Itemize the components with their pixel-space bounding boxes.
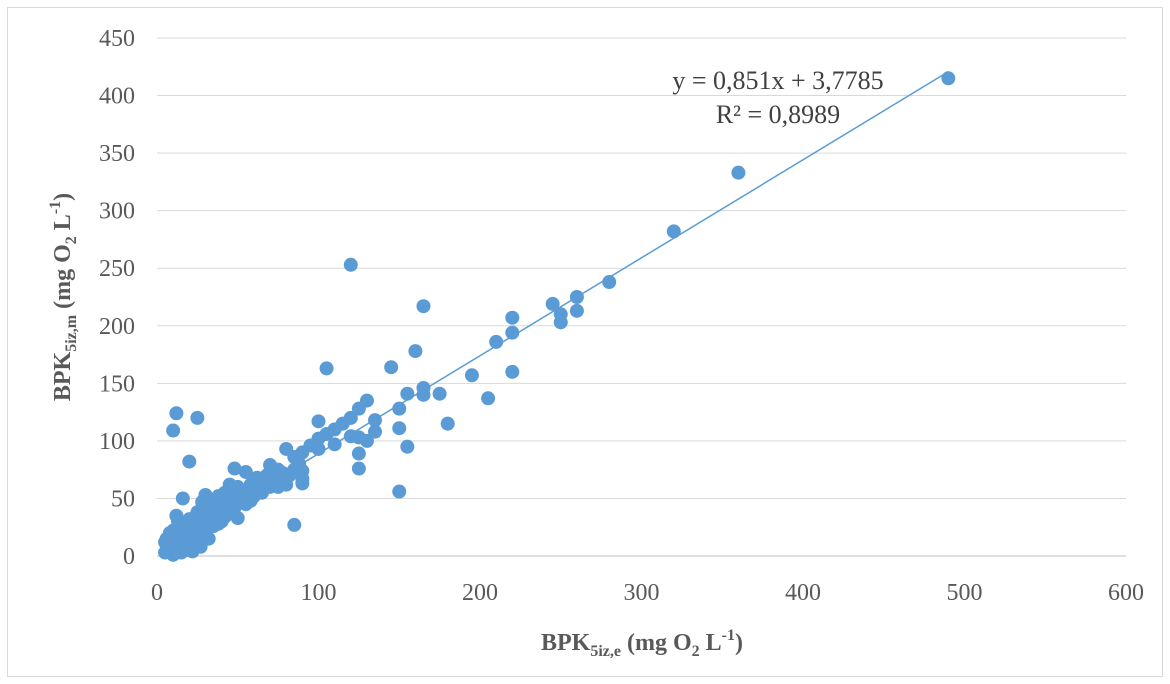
data-point xyxy=(343,257,358,272)
y-axis-title: BPK5iz,m (mg O2 L-1) xyxy=(47,193,80,401)
data-point xyxy=(569,303,584,318)
data-point xyxy=(505,364,520,379)
data-point xyxy=(351,461,366,476)
y-tick-label: 50 xyxy=(111,486,135,512)
data-point xyxy=(175,491,190,506)
y-tick-label: 350 xyxy=(99,141,135,167)
data-point xyxy=(400,439,415,454)
data-point xyxy=(185,544,200,559)
data-point xyxy=(384,360,399,375)
data-point xyxy=(666,224,681,239)
data-point xyxy=(432,386,447,401)
data-point xyxy=(174,545,189,560)
data-point xyxy=(351,446,366,461)
data-point xyxy=(227,461,242,476)
data-point xyxy=(505,325,520,340)
data-point xyxy=(238,464,253,479)
data-point xyxy=(311,414,326,429)
data-point xyxy=(392,484,407,499)
y-tick-label: 300 xyxy=(99,199,135,225)
data-point xyxy=(440,416,455,431)
data-point xyxy=(731,165,746,180)
x-tick-label: 500 xyxy=(947,580,983,606)
x-tick-label: 400 xyxy=(785,580,821,606)
x-tick-label: 200 xyxy=(462,580,498,606)
data-point xyxy=(941,71,956,86)
data-point xyxy=(169,508,184,523)
data-points xyxy=(158,71,956,562)
data-point xyxy=(182,454,197,469)
data-point xyxy=(217,509,232,524)
data-point xyxy=(166,423,181,438)
x-tick-label: 0 xyxy=(151,580,163,606)
data-point xyxy=(416,387,431,402)
data-point xyxy=(254,482,269,497)
data-point xyxy=(295,476,310,491)
data-point xyxy=(416,299,431,314)
data-point xyxy=(327,437,342,452)
data-point xyxy=(287,462,302,477)
tick-labels: 0 50 100 150 200 250 300 350 400 450 0 100 200 300 400… xyxy=(99,26,1144,606)
x-axis-title: BPK5iz,e (mg O2 L-1) xyxy=(541,627,743,660)
data-point xyxy=(400,386,415,401)
x-tick-label: 300 xyxy=(624,580,660,606)
y-tick-label: 100 xyxy=(99,429,135,455)
data-point xyxy=(279,441,294,456)
data-point xyxy=(169,406,184,421)
data-point xyxy=(368,413,383,428)
data-point xyxy=(368,424,383,439)
data-point xyxy=(392,421,407,436)
y-tick-label: 200 xyxy=(99,314,135,340)
data-point xyxy=(190,410,205,425)
trendline-equation: y = 0,851x + 3,7785 xyxy=(672,66,883,95)
data-point xyxy=(392,401,407,416)
data-point xyxy=(602,275,617,290)
data-point xyxy=(343,429,358,444)
data-point xyxy=(481,391,496,406)
data-point xyxy=(243,493,258,508)
data-point xyxy=(351,401,366,416)
data-point xyxy=(464,368,479,383)
data-point xyxy=(201,531,216,546)
y-tick-label: 400 xyxy=(99,84,135,110)
data-point xyxy=(158,535,173,550)
r-squared-label: R² = 0,8989 xyxy=(716,100,840,129)
x-tick-label: 100 xyxy=(301,580,337,606)
data-point xyxy=(569,290,584,304)
y-tick-label: 250 xyxy=(99,256,135,282)
data-point xyxy=(553,315,568,330)
y-tick-label: 150 xyxy=(99,371,135,397)
data-point xyxy=(319,361,334,376)
data-point xyxy=(206,519,221,534)
data-point xyxy=(408,344,423,359)
gridlines xyxy=(157,37,1126,557)
data-point xyxy=(505,310,520,325)
data-point xyxy=(287,517,302,532)
data-point xyxy=(227,500,242,515)
data-point xyxy=(489,334,504,349)
y-tick-label: 0 xyxy=(123,544,135,570)
data-point xyxy=(195,500,210,515)
chart-frame xyxy=(7,7,1163,677)
data-point xyxy=(545,296,560,311)
data-point xyxy=(158,545,173,560)
y-tick-label: 450 xyxy=(99,26,135,52)
x-tick-label: 600 xyxy=(1108,580,1144,606)
